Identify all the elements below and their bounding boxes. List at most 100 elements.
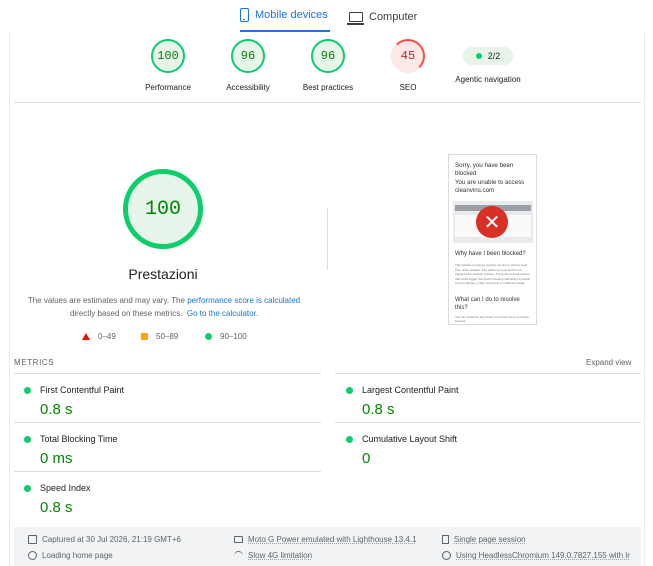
tab-desktop[interactable]: Computer	[347, 0, 429, 33]
gauge-performance[interactable]: 100 Performance	[128, 39, 208, 92]
metric-lcp-name: Largest Contentful Paint	[362, 385, 459, 395]
legend-pass: 90–100	[205, 332, 247, 341]
pass-dot-icon	[475, 53, 482, 59]
metric-lcp: Largest Contentful Paint 0.8 s	[336, 378, 616, 418]
metrics-divider	[14, 471, 321, 472]
gauge-best-practices-label: Best practices	[302, 83, 354, 92]
loading-text: Loading home page	[42, 551, 113, 560]
metric-lcp-value: 0.8 s	[362, 401, 395, 418]
legend-average-range: 50–89	[156, 332, 179, 341]
pass-dot-icon	[346, 436, 353, 443]
captured-at: Captured at 30 Jul 2026, 21:19 GMT+6	[28, 535, 181, 544]
metrics-divider	[335, 373, 641, 374]
triangle-icon	[82, 333, 90, 340]
gauge-performance-score: 100	[151, 39, 185, 73]
pass-dot-icon	[24, 387, 31, 394]
thumb-heading: Sorry, you have been blocked	[455, 162, 514, 177]
metrics-divider	[14, 373, 321, 374]
network-throttling[interactable]: Slow 4G limitation	[234, 551, 312, 560]
performance-title: Prestazioni	[128, 266, 198, 282]
timer-icon	[28, 551, 37, 560]
captured-at-text: Captured at 30 Jul 2026, 21:19 GMT+6	[42, 535, 181, 544]
metric-speed-index: Speed Index 0.8 s	[14, 476, 294, 516]
monitor-icon	[347, 11, 364, 25]
session-text: Single page session	[454, 535, 526, 544]
circle-icon	[205, 333, 212, 340]
gauge-seo-label: SEO	[399, 83, 417, 92]
gauge-performance-label: Performance	[145, 83, 191, 92]
metric-tbt: Total Blocking Time 0 ms	[14, 427, 294, 467]
score-calculated-link[interactable]: performance score is calculated	[187, 296, 301, 305]
gauge-best-practices-score: 96	[311, 39, 345, 73]
thumb-what-body: You can email the site owner to let them…	[455, 315, 529, 323]
metric-fcp: First Contentful Paint 0.8 s	[14, 378, 294, 418]
metrics-divider	[14, 422, 321, 423]
calendar-icon	[28, 535, 37, 544]
device-tabs: Mobile devices Computer	[0, 0, 653, 33]
chrome-icon	[442, 551, 451, 560]
score-summary: 100 Performance 96 Accessibility 96 Best…	[14, 33, 641, 103]
final-screenshot[interactable]: Sorry, you have been blocked You are una…	[448, 154, 537, 325]
tab-mobile[interactable]: Mobile devices	[240, 0, 330, 32]
section-divider	[327, 208, 328, 270]
browser-version[interactable]: Using HeadlessChromium 149.0.7827.155 wi…	[442, 551, 641, 560]
estimate-note: The values are estimates and may vary. T…	[24, 294, 304, 320]
note-mid: directly based on these metrics.	[69, 309, 183, 318]
session-type[interactable]: Single page session	[442, 535, 526, 544]
browser-text: Using HeadlessChromium 149.0.7827.155 wi…	[456, 551, 630, 560]
metric-si-name: Speed Index	[40, 483, 91, 493]
frame-border-right	[644, 33, 645, 566]
thumb-why-body: This website is using a security service…	[455, 263, 531, 285]
legend-pass-range: 90–100	[220, 332, 247, 341]
gauge-accessibility-score: 96	[231, 39, 265, 73]
legend-average: 50–89	[141, 332, 178, 341]
gauge-accessibility-label: Accessibility	[226, 83, 270, 92]
document-icon	[442, 535, 449, 544]
device-icon	[234, 536, 243, 543]
thumb-subheading: You are unable to access cleanvins.com	[455, 179, 525, 194]
phone-icon	[240, 8, 249, 22]
gauge-agentic-navigation[interactable]: 2/2 Agentic navigation	[448, 39, 528, 84]
pass-dot-icon	[24, 436, 31, 443]
blocked-x-icon: ✕	[476, 206, 508, 238]
performance-big-gauge: 100	[123, 169, 203, 249]
metric-si-value: 0.8 s	[40, 499, 73, 516]
gauge-seo-score: 45	[391, 39, 425, 73]
metric-cls-value: 0	[362, 450, 371, 467]
metric-cls: Cumulative Layout Shift 0	[336, 427, 616, 467]
wifi-icon	[234, 551, 243, 560]
pass-dot-icon	[24, 485, 31, 492]
summary-divider	[14, 102, 641, 103]
gauge-seo[interactable]: 45 SEO	[368, 39, 448, 92]
initial-load: Loading home page	[28, 551, 113, 560]
gauge-accessibility[interactable]: 96 Accessibility	[208, 39, 288, 92]
tab-mobile-label: Mobile devices	[255, 9, 328, 21]
frame-border-left	[9, 33, 10, 566]
network-text: Slow 4G limitation	[248, 551, 313, 560]
agentic-score: 2/2	[487, 51, 501, 61]
tab-desktop-label: Computer	[369, 10, 418, 23]
note-prefix: The values are estimates and may vary. T…	[27, 296, 188, 305]
metrics-divider	[335, 422, 641, 423]
metrics-heading: METRICS	[14, 358, 55, 367]
legend-fail-range: 0–49	[98, 332, 116, 341]
agentic-pill: 2/2	[463, 47, 513, 65]
calculator-link[interactable]: Go to the calculator.	[186, 309, 259, 318]
metric-fcp-value: 0.8 s	[40, 401, 73, 418]
expand-view-toggle[interactable]: Expand view	[586, 358, 632, 367]
runtime-settings: Captured at 30 Jul 2026, 21:19 GMT+6 Loa…	[14, 527, 641, 566]
legend-fail: 0–49	[82, 332, 116, 341]
gauge-agentic-label: Agentic navigation	[455, 75, 521, 84]
square-icon	[141, 333, 148, 340]
emulated-device[interactable]: Moto G Power emulated with Lighthouse 13…	[234, 535, 417, 544]
metric-tbt-name: Total Blocking Time	[40, 434, 118, 444]
metric-cls-name: Cumulative Layout Shift	[362, 434, 458, 444]
metric-fcp-name: First Contentful Paint	[40, 385, 125, 395]
score-legend: 0–49 50–89 90–100	[82, 332, 262, 344]
thumb-what-heading: What can I do to resolve this?	[455, 297, 520, 311]
device-text: Moto G Power emulated with Lighthouse 13…	[248, 535, 417, 544]
pass-dot-icon	[346, 387, 353, 394]
thumb-why-heading: Why have I been blocked?	[455, 251, 526, 257]
gauge-best-practices[interactable]: 96 Best practices	[288, 39, 368, 92]
metric-tbt-value: 0 ms	[40, 450, 73, 467]
